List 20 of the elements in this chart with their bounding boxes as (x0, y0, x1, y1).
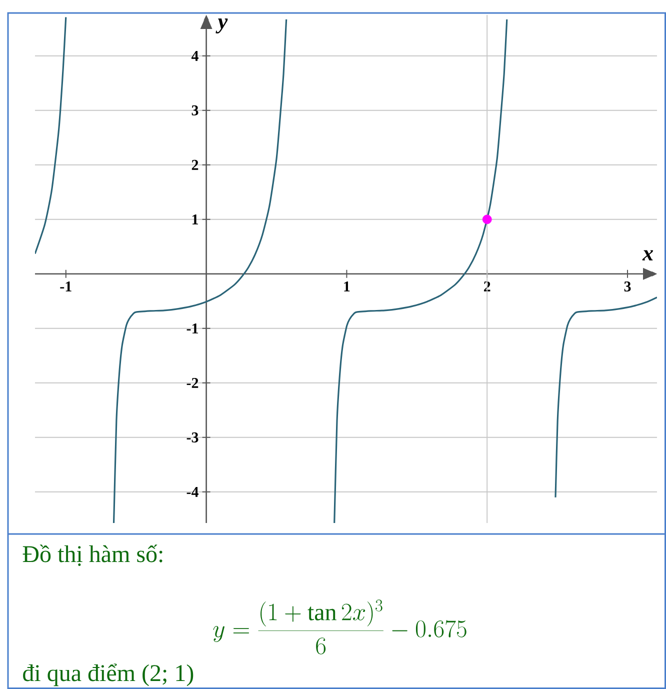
y-tick-label: 1 (192, 214, 198, 224)
line-series (554, 296, 657, 498)
y-tick-label: -4 (186, 487, 198, 497)
text: Đồ thị hàm số: (22, 544, 162, 566)
y-tick-label: -2 (186, 378, 198, 388)
y-tick-label: 4 (191, 50, 198, 61)
x-tick-label: 3 (624, 281, 631, 292)
y-tick-label: -3 (186, 432, 198, 442)
text: đi qua điểm (2; 1) (23, 664, 194, 686)
x-axis-title: x (642, 250, 654, 260)
text: $y=\frac{(1+\tan 2x)^3}{6}-0.675$ (213, 600, 466, 654)
line-series (334, 18, 508, 523)
line-series (112, 18, 288, 523)
line-series (35, 16, 67, 255)
y-axis-title: y (216, 18, 228, 34)
y-tick-label: -1 (186, 323, 198, 334)
x-tick-label: -1 (60, 281, 72, 292)
y-tick-label: 2 (192, 160, 198, 170)
y-tick-label: 3 (192, 105, 198, 116)
x-tick-label: 1 (344, 281, 350, 292)
